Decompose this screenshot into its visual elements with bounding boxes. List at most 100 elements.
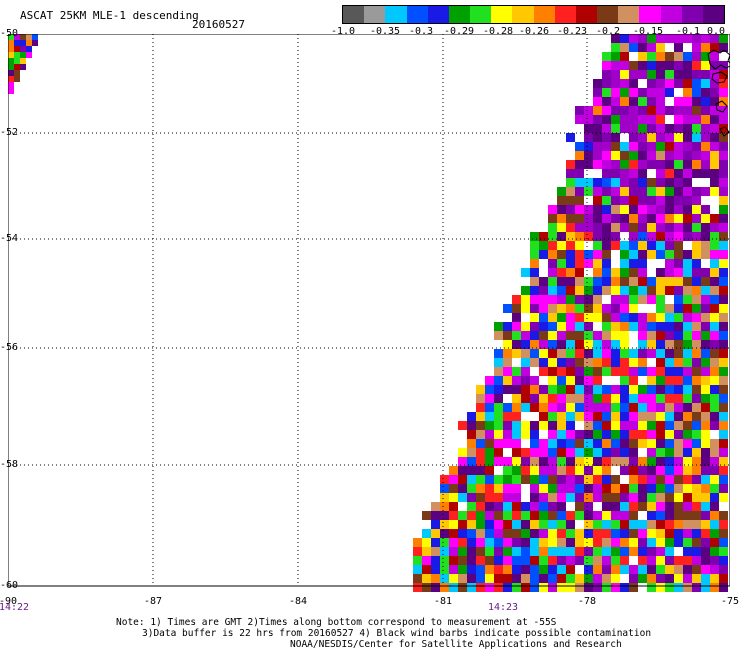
data-cell <box>530 547 539 556</box>
data-cell <box>413 574 422 583</box>
data-cell <box>665 223 674 232</box>
data-cell <box>602 286 611 295</box>
data-cell <box>719 403 728 412</box>
data-cell <box>593 133 602 142</box>
data-cell <box>683 340 692 349</box>
data-cell <box>476 511 485 520</box>
data-cell <box>611 142 620 151</box>
data-cell <box>629 223 638 232</box>
data-cell <box>665 142 674 151</box>
data-cell <box>692 556 701 565</box>
data-cell <box>593 448 602 457</box>
data-cell <box>503 457 512 466</box>
data-cell <box>701 403 710 412</box>
data-cell <box>584 304 593 313</box>
data-cell <box>503 529 512 538</box>
data-cell <box>467 520 476 529</box>
data-cell <box>683 304 692 313</box>
data-cell <box>539 556 548 565</box>
data-cell <box>602 106 611 115</box>
data-cell <box>629 187 638 196</box>
data-cell <box>575 484 584 493</box>
data-cell <box>611 322 620 331</box>
data-cell <box>593 376 602 385</box>
data-cell <box>467 448 476 457</box>
data-cell <box>602 439 611 448</box>
data-cell <box>629 367 638 376</box>
data-cell <box>539 457 548 466</box>
data-cell <box>602 484 611 493</box>
data-cell <box>611 268 620 277</box>
data-cell <box>593 430 602 439</box>
data-cell <box>611 367 620 376</box>
data-cell <box>575 106 584 115</box>
data-cell <box>683 520 692 529</box>
data-cell <box>557 367 566 376</box>
data-cell <box>656 493 665 502</box>
data-cell <box>548 331 557 340</box>
data-cell <box>656 151 665 160</box>
data-cell <box>611 475 620 484</box>
data-cell <box>620 61 629 70</box>
data-cell <box>674 151 683 160</box>
data-cell <box>719 394 728 403</box>
data-cell <box>719 412 728 421</box>
data-cell <box>656 70 665 79</box>
data-cell <box>620 322 629 331</box>
data-cell <box>485 583 494 592</box>
data-cell <box>512 331 521 340</box>
data-cell <box>620 97 629 106</box>
data-cell <box>512 466 521 475</box>
data-cell <box>503 520 512 529</box>
data-cell <box>485 475 494 484</box>
data-cell <box>620 457 629 466</box>
data-cell <box>710 133 719 142</box>
data-cell <box>494 457 503 466</box>
data-cell <box>557 466 566 475</box>
data-cell <box>692 70 701 79</box>
data-cell <box>602 448 611 457</box>
data-cell <box>539 493 548 502</box>
data-cell <box>629 79 638 88</box>
data-cell <box>539 232 548 241</box>
data-cell <box>593 124 602 133</box>
colorbar-tick-label: -0.23 <box>556 26 588 37</box>
data-cell <box>503 583 512 592</box>
data-cell <box>647 232 656 241</box>
data-cell <box>440 475 449 484</box>
data-cell <box>458 529 467 538</box>
data-cell <box>422 574 431 583</box>
data-cell <box>503 304 512 313</box>
data-cell <box>710 313 719 322</box>
data-cell <box>611 124 620 133</box>
data-cell <box>692 277 701 286</box>
data-cell <box>620 403 629 412</box>
data-cell <box>602 214 611 223</box>
data-cell <box>476 574 485 583</box>
data-cell <box>440 493 449 502</box>
data-cell <box>485 430 494 439</box>
data-cell <box>656 394 665 403</box>
data-cell <box>683 412 692 421</box>
data-cell <box>494 394 503 403</box>
data-cell <box>629 304 638 313</box>
data-cell <box>494 376 503 385</box>
data-cell <box>593 241 602 250</box>
data-cell <box>512 502 521 511</box>
lon-label-87: -87 <box>143 596 163 607</box>
data-cell <box>629 475 638 484</box>
data-cell <box>566 439 575 448</box>
data-cell <box>656 430 665 439</box>
data-cell <box>611 547 620 556</box>
data-cell <box>584 187 593 196</box>
data-cell <box>692 169 701 178</box>
data-cell <box>656 178 665 187</box>
data-cell <box>521 331 530 340</box>
data-cell <box>656 358 665 367</box>
data-cell <box>701 34 710 43</box>
data-cell <box>530 376 539 385</box>
data-cell <box>584 250 593 259</box>
data-cell <box>584 367 593 376</box>
data-cell <box>566 223 575 232</box>
data-cell <box>602 70 611 79</box>
